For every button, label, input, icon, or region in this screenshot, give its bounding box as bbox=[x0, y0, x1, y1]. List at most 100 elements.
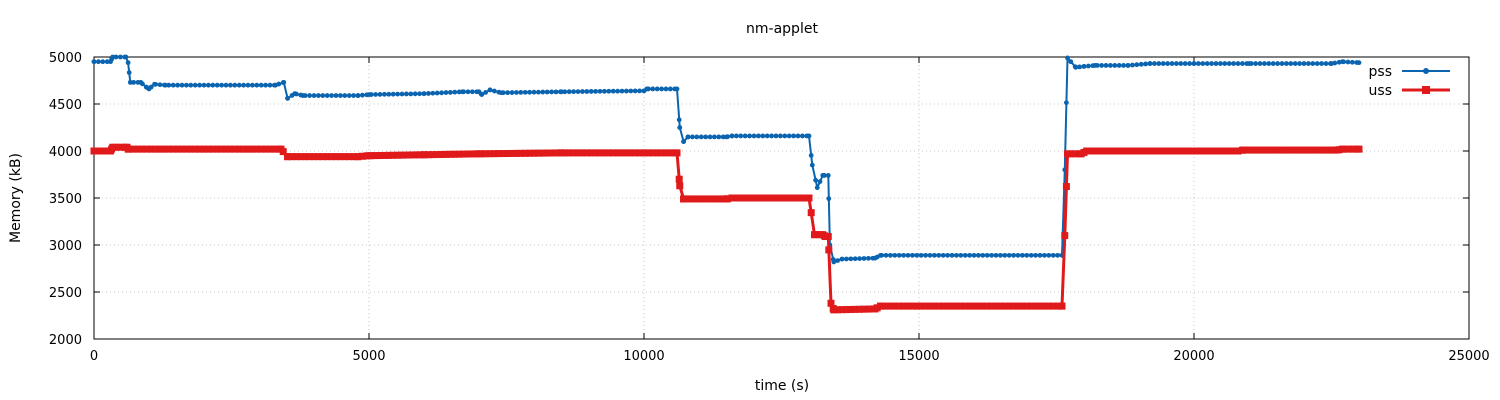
data-point-pss bbox=[1116, 63, 1122, 68]
data-point-pss bbox=[366, 92, 372, 97]
data-point-uss bbox=[1291, 146, 1299, 154]
data-point-uss bbox=[240, 145, 248, 153]
data-point-pss bbox=[654, 86, 660, 92]
data-point-uss bbox=[1001, 302, 1009, 310]
data-point-uss bbox=[794, 194, 802, 202]
data-point-uss bbox=[1313, 146, 1321, 154]
data-point-uss bbox=[1212, 147, 1220, 155]
data-point-pss bbox=[1209, 61, 1214, 66]
data-point-uss bbox=[851, 305, 859, 313]
data-point-pss bbox=[993, 252, 999, 258]
data-point-pss bbox=[1270, 61, 1276, 66]
data-point-uss bbox=[1194, 147, 1202, 155]
data-point-pss bbox=[443, 90, 449, 95]
y-tick-label: 4000 bbox=[49, 145, 82, 160]
data-point-uss bbox=[715, 195, 723, 203]
data-point-uss bbox=[490, 150, 498, 158]
data-point-uss bbox=[886, 302, 894, 310]
data-point-uss bbox=[328, 153, 336, 161]
data-point-uss bbox=[1164, 147, 1172, 155]
y-axis-title: Memory (kB) bbox=[8, 153, 24, 243]
data-point-pss bbox=[1112, 63, 1118, 68]
data-point-pss bbox=[404, 91, 409, 97]
y-tick-label: 5000 bbox=[49, 51, 82, 66]
data-point-uss bbox=[248, 145, 256, 153]
data-point-pss bbox=[826, 196, 832, 202]
data-point-pss bbox=[1235, 61, 1241, 66]
data-point-pss bbox=[166, 82, 172, 88]
data-point-pss bbox=[175, 82, 181, 88]
data-point-pss bbox=[742, 133, 748, 139]
data-point-pss bbox=[483, 90, 488, 95]
data-point-pss bbox=[197, 82, 203, 88]
data-point-pss bbox=[1253, 61, 1258, 66]
data-point-pss bbox=[320, 93, 326, 98]
data-point-pss bbox=[773, 133, 779, 139]
data-point-pss bbox=[138, 79, 144, 85]
data-point-uss bbox=[301, 153, 309, 161]
data-point-uss bbox=[235, 145, 243, 153]
data-point-pss bbox=[179, 82, 185, 88]
data-point-uss bbox=[438, 150, 446, 158]
data-point-pss bbox=[1226, 61, 1232, 66]
data-point-uss bbox=[504, 149, 512, 157]
data-point-pss bbox=[206, 82, 211, 88]
data-point-uss bbox=[1190, 147, 1198, 155]
data-point-uss bbox=[673, 149, 681, 157]
data-point-uss bbox=[983, 302, 991, 310]
data-point-pss bbox=[1218, 61, 1223, 66]
data-point-uss bbox=[218, 145, 226, 153]
data-point-uss bbox=[376, 152, 384, 160]
data-point-uss bbox=[124, 145, 132, 153]
data-point-pss bbox=[1046, 252, 1052, 258]
data-point-pss bbox=[1240, 61, 1245, 66]
data-point-uss bbox=[1278, 146, 1286, 154]
data-point-pss bbox=[386, 91, 392, 97]
data-point-uss bbox=[530, 149, 538, 157]
data-point-pss bbox=[258, 82, 264, 88]
data-point-pss bbox=[945, 252, 950, 258]
x-tick-label: 15000 bbox=[898, 349, 939, 364]
data-point-pss bbox=[575, 89, 581, 94]
data-point-pss bbox=[637, 88, 642, 94]
data-point-pss bbox=[1262, 61, 1267, 66]
data-point-uss bbox=[930, 302, 938, 310]
data-point-pss bbox=[1055, 252, 1060, 258]
data-point-pss bbox=[1231, 61, 1236, 66]
y-tick-label: 2000 bbox=[49, 333, 82, 348]
data-point-uss bbox=[1093, 147, 1101, 155]
data-point-uss bbox=[834, 306, 842, 314]
data-point-uss bbox=[891, 302, 899, 310]
data-point-uss bbox=[1142, 147, 1150, 155]
data-point-pss bbox=[795, 133, 801, 139]
data-point-uss bbox=[277, 145, 285, 153]
data-point-pss bbox=[157, 82, 163, 88]
data-point-uss bbox=[1309, 146, 1317, 154]
data-point-uss bbox=[592, 149, 600, 157]
data-point-uss bbox=[262, 145, 270, 153]
data-point-pss bbox=[1147, 61, 1153, 66]
data-point-uss bbox=[429, 151, 437, 159]
data-point-pss bbox=[892, 252, 898, 258]
data-point-pss bbox=[152, 81, 157, 87]
data-point-uss bbox=[244, 145, 252, 153]
data-point-pss bbox=[254, 82, 260, 88]
data-point-uss bbox=[1221, 147, 1229, 155]
data-point-pss bbox=[1301, 61, 1307, 66]
data-point-pss bbox=[760, 133, 766, 139]
data-point-pss bbox=[813, 177, 818, 183]
data-point-pss bbox=[430, 90, 436, 96]
data-point-uss bbox=[213, 145, 221, 153]
data-point-pss bbox=[866, 255, 871, 261]
data-point-pss bbox=[1121, 63, 1126, 68]
data-point-uss bbox=[900, 302, 908, 310]
data-point-pss bbox=[170, 82, 176, 88]
data-point-pss bbox=[232, 82, 238, 88]
data-point-pss bbox=[390, 91, 396, 97]
data-point-pss bbox=[553, 89, 559, 95]
data-point-pss bbox=[113, 54, 119, 60]
data-point-pss bbox=[123, 54, 129, 60]
data-point-uss bbox=[482, 150, 490, 158]
data-point-uss bbox=[805, 194, 813, 202]
data-point-uss bbox=[860, 305, 868, 313]
